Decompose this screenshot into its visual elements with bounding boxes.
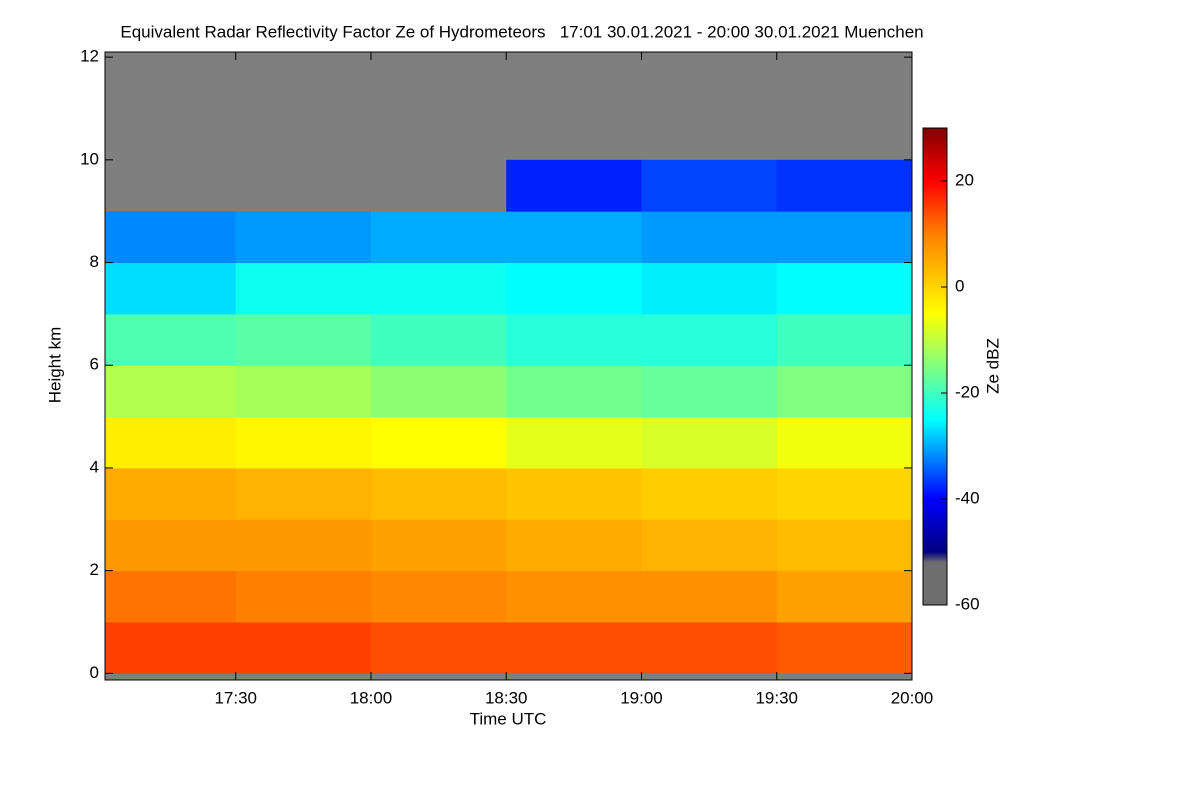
heatmap-cell (506, 262, 642, 315)
heatmap-cell (105, 570, 237, 623)
heatmap-cell (641, 262, 778, 315)
x-axis-label: Time UTC (470, 709, 547, 728)
heatmap-cell (506, 211, 642, 264)
heatmap-cell (235, 313, 372, 366)
x-tick-label: 19:30 (755, 688, 798, 707)
heatmap-cell (370, 416, 507, 469)
y-tick-label: 8 (90, 252, 99, 271)
heatmap-cell (506, 570, 642, 623)
heatmap-cell (641, 416, 778, 469)
colorbar-tick-label: -40 (955, 488, 980, 507)
heatmap-cell (776, 159, 913, 212)
heatmap-cell (105, 467, 237, 520)
heatmap-cell (776, 262, 913, 315)
heatmap-cell (235, 211, 372, 264)
heatmap-cell (776, 570, 913, 623)
colorbar-tick-label: -60 (955, 594, 980, 613)
colorbar-tick-label: 20 (955, 170, 974, 189)
x-tick-label: 18:30 (485, 688, 528, 707)
y-tick-label: 12 (80, 47, 99, 66)
heatmap-cell (105, 313, 237, 366)
heatmap-cell (235, 621, 372, 674)
heatmap-cell (105, 416, 237, 469)
heatmap-cell (370, 519, 507, 572)
heatmap-cell (370, 570, 507, 623)
heatmap-cell (776, 211, 913, 264)
heatmap-cell (235, 570, 372, 623)
heatmap-cell (506, 621, 642, 674)
heatmap-cell (641, 365, 778, 418)
heatmap-cell (506, 519, 642, 572)
heatmap-cell (235, 262, 372, 315)
colorbar (922, 127, 948, 606)
heatmap-cell (776, 313, 913, 366)
heatmap-cell (641, 519, 778, 572)
heatmap-cell (235, 519, 372, 572)
y-axis-label: Height km (45, 327, 64, 404)
heatmap-cell (641, 467, 778, 520)
heatmap-cell (506, 365, 642, 418)
heatmap-cell (776, 416, 913, 469)
heatmap-cell (105, 211, 237, 264)
heatmap-cell (641, 570, 778, 623)
plot-frame (104, 51, 913, 681)
heatmap-cell (641, 313, 778, 366)
y-tick-label: 0 (90, 663, 99, 682)
x-tick-label: 17:30 (214, 688, 257, 707)
x-tick-label: 18:00 (350, 688, 393, 707)
heatmap-cell (641, 621, 778, 674)
heatmap-cell (105, 519, 237, 572)
heatmap-cell (105, 262, 237, 315)
heatmap-cell (370, 262, 507, 315)
y-tick-label: 6 (90, 355, 99, 374)
heatmap-cell (235, 467, 372, 520)
heatmap-cell (506, 313, 642, 366)
colorbar-tick-label: 0 (955, 276, 964, 295)
chart-title: Equivalent Radar Reflectivity Factor Ze … (120, 22, 923, 41)
heatmap-cell (370, 467, 507, 520)
heatmap-cell (105, 365, 237, 418)
heatmap-cell (105, 621, 237, 674)
colorbar-tick-label: -20 (955, 382, 980, 401)
heatmap-cell (641, 159, 778, 212)
y-tick-label: 10 (80, 149, 99, 168)
y-tick-label: 4 (90, 457, 99, 476)
heatmap-cell (235, 365, 372, 418)
heatmap-cell (641, 211, 778, 264)
heatmap-cell (235, 416, 372, 469)
x-tick-label: 19:00 (620, 688, 663, 707)
heatmap-cell (506, 416, 642, 469)
heatmap-cell (370, 621, 507, 674)
heatmap-cell (776, 467, 913, 520)
colorbar-label: Ze dBZ (983, 338, 1002, 394)
heatmap-cell (776, 621, 913, 674)
heatmap-cell (370, 313, 507, 366)
heatmap-cell (506, 159, 642, 212)
y-tick-label: 2 (90, 560, 99, 579)
heatmap-cell (370, 211, 507, 264)
heatmap-cell (506, 467, 642, 520)
heatmap-cell (776, 365, 913, 418)
heatmap-cell (370, 365, 507, 418)
heatmap-cell (776, 519, 913, 572)
x-tick-label: 20:00 (891, 688, 934, 707)
